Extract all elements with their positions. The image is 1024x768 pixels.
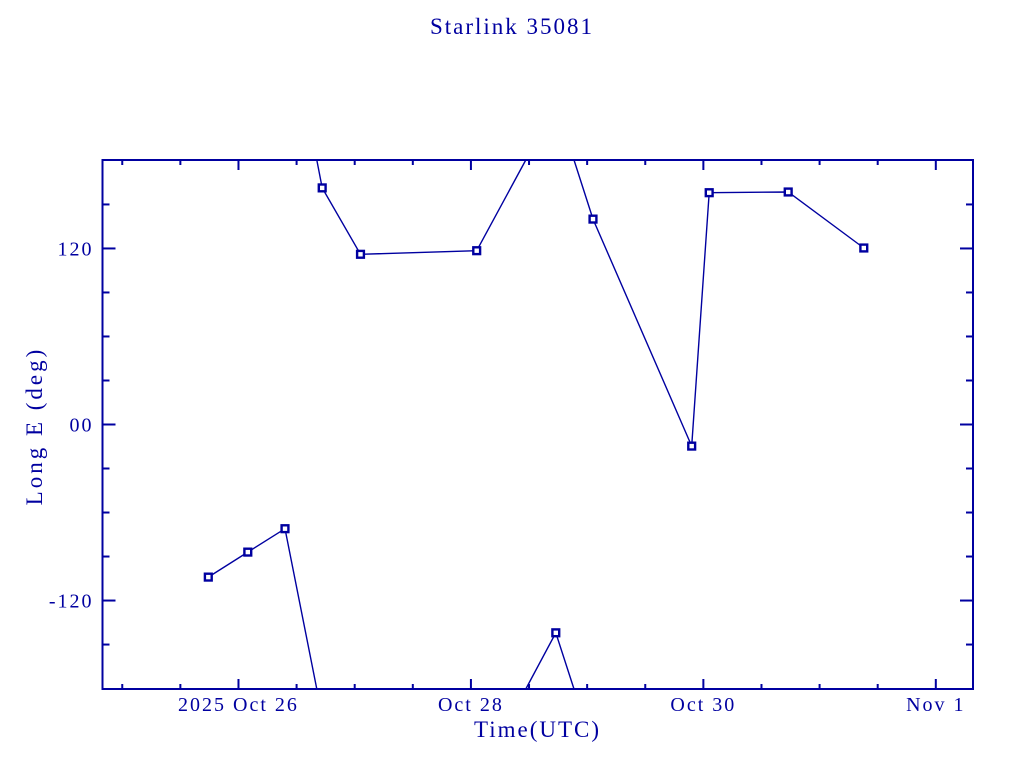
data-point-marker [704, 188, 714, 198]
plot-frame [101, 159, 974, 690]
x-tick-label: 2025 Oct 26 [178, 694, 299, 716]
y-tick-label: -120 [49, 591, 94, 613]
data-point-marker [355, 249, 366, 259]
y-axis-label: Long E (deg) [22, 346, 47, 506]
y-tick-label: 00 [70, 415, 94, 437]
chart-title: Starlink 35081 [429, 14, 595, 39]
x-axis-label: Time(UTC) [473, 717, 602, 742]
x-tick-label: Nov 1 [906, 694, 965, 716]
data-point-marker [472, 246, 482, 256]
data-point-marker [243, 547, 253, 557]
data-point-marker [280, 524, 290, 534]
data-point-marker [203, 572, 213, 582]
data-series-line [525, 631, 575, 690]
x-tick-label: Oct 30 [670, 694, 736, 716]
data-point-marker [317, 183, 327, 193]
data-point-marker [783, 187, 793, 197]
data-point-marker [551, 628, 561, 638]
data-series-line [573, 159, 865, 447]
y-tick-label: 120 [58, 238, 94, 260]
data-series-line [316, 159, 527, 256]
data-series-line [207, 527, 318, 690]
data-point-marker [687, 441, 697, 451]
data-point-marker [588, 214, 598, 224]
x-tick-label: Oct 28 [438, 694, 504, 716]
data-point-marker [859, 243, 869, 253]
